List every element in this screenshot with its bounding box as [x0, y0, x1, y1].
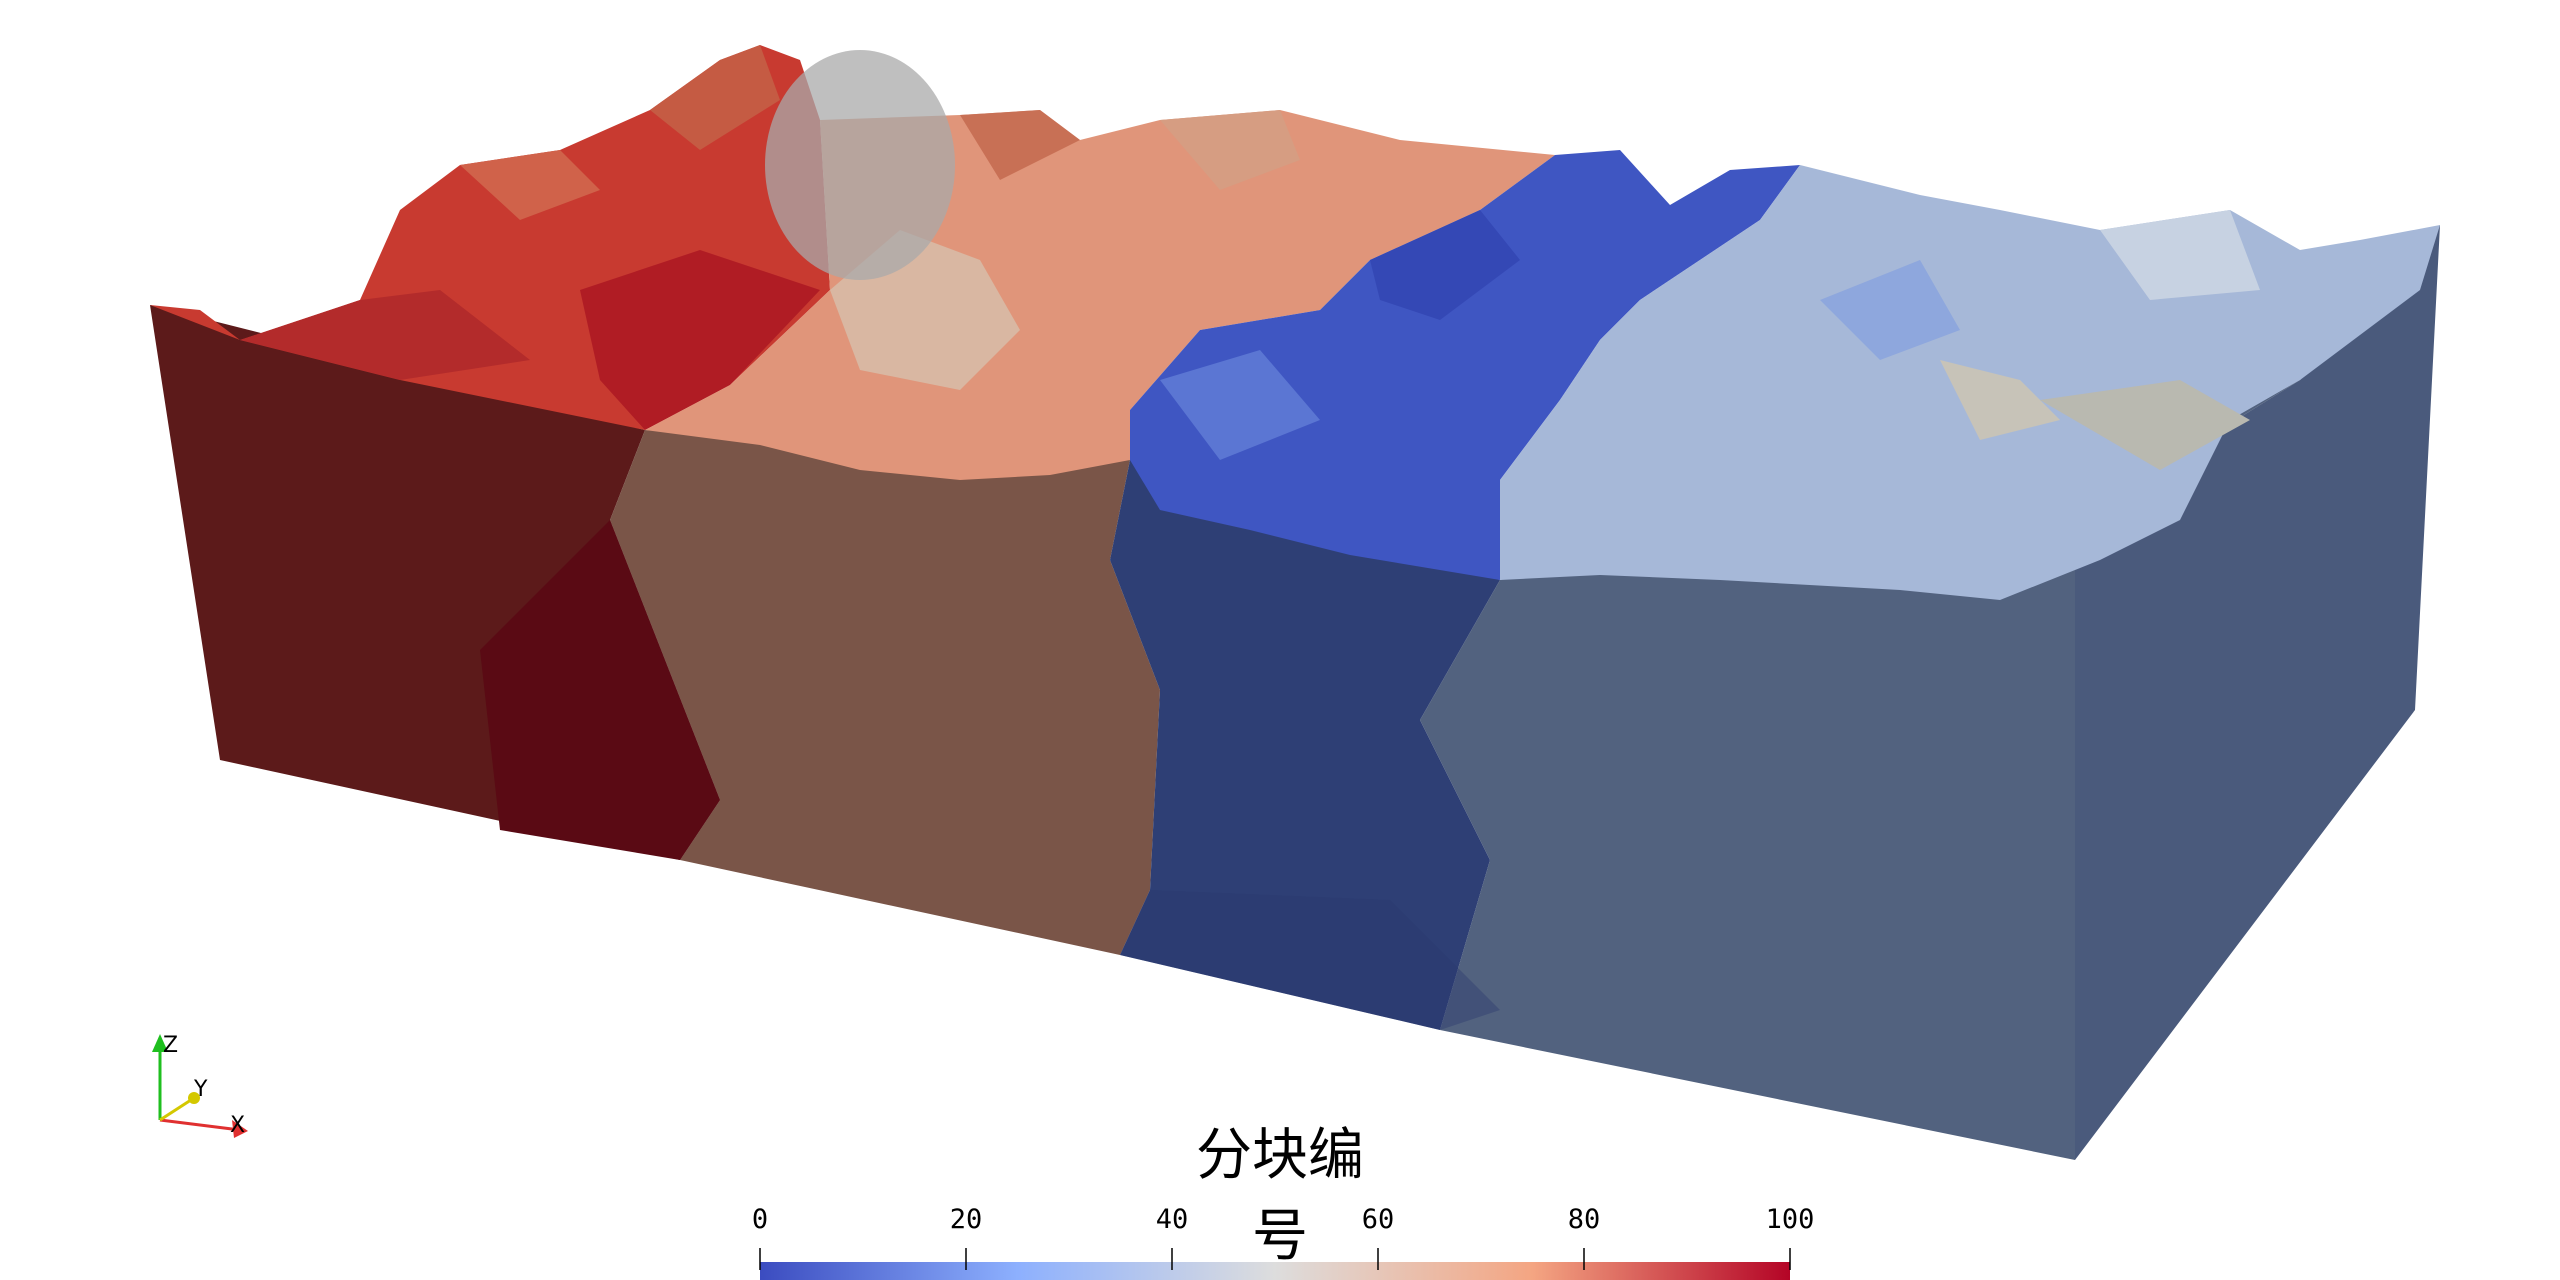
top-shade — [1160, 350, 1320, 460]
front-shade — [1120, 890, 1500, 1030]
scalar-bar-ticks: 0 20 40 60 80 100 — [752, 1204, 1815, 1270]
scalar-bar-tick-label: 40 — [1156, 1204, 1189, 1235]
top-shade — [960, 110, 1080, 180]
scalar-bar-gradient — [760, 1262, 1790, 1280]
scalar-bar-tick-label: 100 — [1766, 1204, 1815, 1235]
top-shade — [2100, 210, 2260, 300]
front-face-partition-2 — [610, 430, 1160, 955]
top-shade — [1820, 260, 1960, 360]
side-face — [2075, 225, 2440, 1160]
x-axis-label: X — [230, 1113, 245, 1138]
top-shade — [580, 250, 820, 430]
scalar-bar-title: 分块编号 — [1196, 1123, 1364, 1269]
top-shade — [1940, 360, 2060, 440]
front-shade — [480, 520, 720, 860]
top-shade — [2040, 380, 2250, 470]
top-shade — [1370, 210, 1520, 320]
scalar-bar-tick-label: 0 — [752, 1204, 768, 1235]
x-axis-line — [159, 1118, 241, 1132]
translucent-ellipsoid — [765, 50, 955, 280]
top-shade — [460, 150, 600, 220]
top-shade — [650, 45, 780, 150]
y-axis-label: Y — [193, 1077, 208, 1102]
top-shade — [1160, 110, 1300, 190]
z-axis-arrow — [152, 1034, 168, 1052]
y-axis-arrow — [188, 1092, 200, 1104]
top-partition-3 — [1130, 150, 1800, 580]
scalar-bar-tick-label: 20 — [950, 1204, 983, 1235]
z-axis-label: Z — [163, 1033, 178, 1058]
y-axis-line — [159, 1096, 195, 1122]
scalar-bar-tick-label: 60 — [1362, 1204, 1395, 1235]
top-shade — [240, 290, 530, 380]
front-face-partition-3 — [1110, 460, 1500, 1030]
scalar-bar-tick-label: 80 — [1568, 1204, 1601, 1235]
x-axis-arrow — [232, 1120, 248, 1138]
